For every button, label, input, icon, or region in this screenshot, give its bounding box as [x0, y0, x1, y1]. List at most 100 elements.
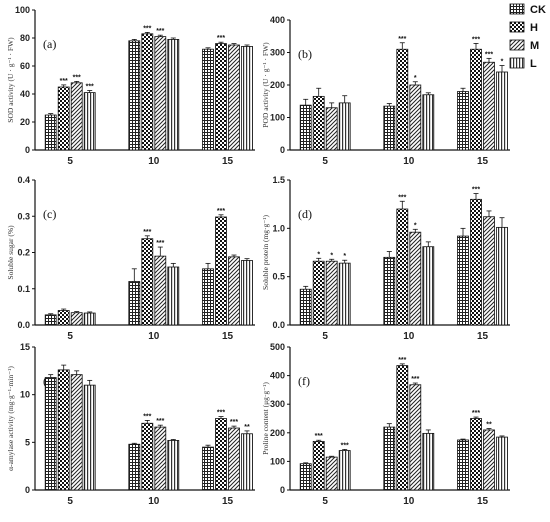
legend-label-L: L — [530, 58, 537, 70]
x-tick-label: 5 — [67, 156, 73, 167]
y-tick-label: 500 — [270, 342, 285, 352]
y-axis-label: SOD activity (U · g⁻¹ · FW) — [6, 37, 15, 123]
panel-label: (b) — [298, 47, 312, 61]
y-tick-label: 100 — [270, 113, 285, 123]
y-axis-label: Soluble protein (mg·g⁻¹) — [261, 215, 270, 290]
bar-CK-5 — [44, 314, 57, 326]
bar-L-10 — [167, 39, 180, 151]
significance-marker: * — [414, 75, 417, 82]
significance-marker: *** — [217, 410, 225, 417]
significance-marker: *** — [472, 36, 480, 43]
y-axis-label: POD activity (U · g⁻¹ · FW) — [261, 42, 270, 128]
bar-M-15 — [483, 61, 495, 151]
bar-H-10 — [396, 365, 409, 491]
x-tick-label: 5 — [322, 156, 328, 167]
y-tick-label: 100 — [270, 456, 285, 466]
bar-L-5 — [83, 384, 96, 491]
bar-L-15 — [496, 226, 508, 326]
bar-CK-10 — [128, 443, 141, 491]
panel-label: (f) — [298, 374, 310, 388]
y-tick-label: 0.3 — [17, 211, 30, 221]
x-tick-label: 15 — [222, 156, 234, 167]
bar-H-5 — [312, 260, 325, 326]
bar-L-5 — [83, 312, 96, 326]
legend-label-CK: CK — [530, 4, 546, 16]
y-axis-label: Soluble sugar (%) — [6, 225, 15, 280]
bar-M-5 — [70, 374, 83, 491]
bar-L-10 — [422, 432, 435, 491]
bar-M-15 — [228, 256, 240, 326]
chart-panel-c: 0.0 0.1 0.2 0.3 0.4 Soluble sugar (%) (c) 5 *** *… — [6, 175, 255, 342]
bar-M-10 — [154, 426, 167, 491]
bar-L-15 — [241, 46, 253, 151]
bar-H-5 — [57, 86, 70, 151]
legend: CK HML — [509, 3, 546, 70]
bar-CK-10 — [128, 40, 141, 151]
bar-CK-15 — [202, 446, 214, 491]
y-tick-label: 0 — [280, 145, 285, 155]
significance-marker: * — [414, 222, 417, 229]
x-tick-label: 5 — [322, 496, 328, 507]
bar-H-5 — [57, 310, 70, 326]
x-tick-label: 10 — [403, 331, 415, 342]
bar-L-5 — [83, 92, 96, 151]
x-tick-label: 10 — [148, 156, 160, 167]
significance-marker: *** — [472, 187, 480, 194]
y-tick-label: 60 — [20, 61, 30, 71]
bar-CK-15 — [457, 235, 469, 326]
y-tick-label: 200 — [270, 428, 285, 438]
legend-swatch-L — [509, 57, 525, 69]
bar-CK-10 — [383, 256, 396, 326]
y-tick-label: 0.4 — [17, 175, 30, 185]
y-tick-label: 5 — [25, 437, 30, 447]
panel-label: (d) — [298, 207, 312, 221]
y-tick-label: 0.0 — [17, 320, 30, 330]
significance-marker: *** — [60, 78, 68, 85]
y-tick-label: 0.1 — [17, 284, 30, 294]
legend-swatch-H — [509, 21, 525, 33]
significance-marker: *** — [143, 229, 151, 236]
y-axis-label: Proline content (μg·g⁻¹) — [261, 382, 270, 455]
bar-M-15 — [483, 216, 495, 326]
bar-CK-15 — [202, 268, 214, 326]
bar-CK-10 — [128, 281, 141, 326]
y-tick-label: 0 — [25, 145, 30, 155]
bar-CK-15 — [202, 48, 214, 151]
significance-marker: *** — [86, 84, 94, 91]
bar-L-10 — [167, 440, 180, 491]
bar-M-5 — [70, 82, 83, 151]
bar-M-5 — [325, 107, 338, 151]
significance-marker: *** — [398, 36, 406, 43]
bar-CK-15 — [457, 91, 469, 151]
bar-M-10 — [409, 84, 422, 151]
chart-panel-d: 0.0 0.5 1.0 1.5 Soluble protein (mg·g⁻¹) (d) *… — [261, 175, 510, 342]
significance-marker: *** — [230, 419, 238, 426]
bar-CK-10 — [383, 426, 396, 491]
bar-L-10 — [422, 246, 435, 326]
bar-M-10 — [154, 36, 167, 151]
bar-L-5 — [338, 102, 351, 151]
bar-M-15 — [228, 427, 240, 491]
y-tick-label: 0.2 — [17, 248, 30, 258]
x-tick-label: 15 — [477, 331, 489, 342]
x-tick-label: 15 — [222, 331, 234, 342]
y-tick-label: 15 — [20, 342, 30, 352]
bar-H-15 — [470, 198, 482, 326]
bar-M-5 — [325, 260, 338, 326]
x-tick-label: 15 — [222, 496, 234, 507]
bar-CK-15 — [457, 439, 469, 491]
x-tick-label: 10 — [148, 331, 160, 342]
significance-marker: *** — [156, 28, 164, 35]
significance-marker: *** — [411, 376, 419, 383]
y-tick-label: 200 — [270, 80, 285, 90]
y-tick-label: 400 — [270, 15, 285, 25]
bar-H-15 — [470, 48, 482, 151]
bar-CK-5 — [299, 104, 312, 151]
legend-label-H: H — [530, 22, 538, 34]
significance-marker: *** — [485, 51, 493, 58]
bar-H-10 — [141, 238, 154, 326]
bar-L-15 — [496, 436, 508, 491]
y-tick-label: 0.0 — [272, 320, 285, 330]
bar-H-15 — [215, 43, 227, 151]
